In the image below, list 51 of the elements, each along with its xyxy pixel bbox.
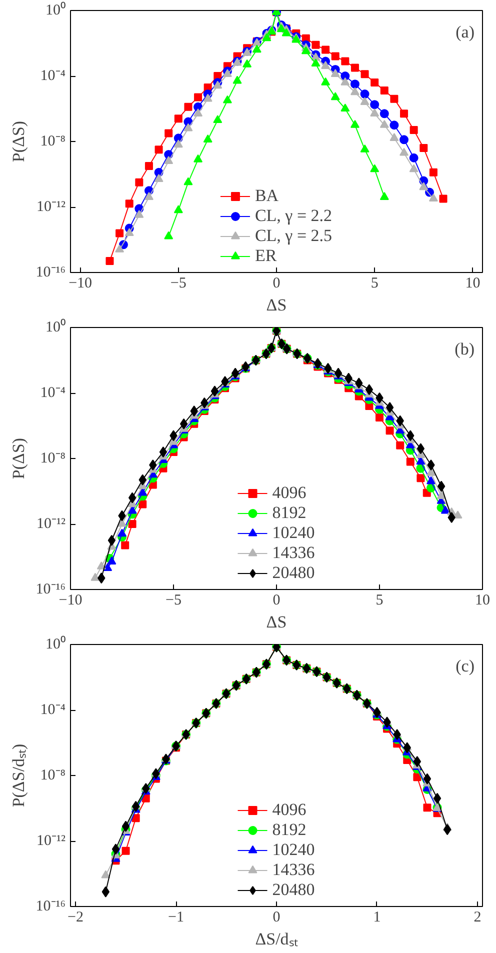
x-tick-label: 5: [376, 592, 384, 608]
legend-label: 10240: [272, 840, 315, 860]
y-tick-label: 10⁻⁴: [40, 385, 66, 401]
y-tick-label: 10⁻¹⁶: [36, 898, 66, 914]
legend-label: CL, γ = 2.5: [254, 226, 332, 246]
legend-label: BA: [254, 186, 279, 206]
legend-label: 4096: [272, 800, 306, 820]
legend-label: 14336: [272, 860, 315, 880]
legend-label: 10240: [272, 523, 315, 543]
x-tick-label: −2: [68, 910, 84, 926]
y-tick-label: 10⁰: [46, 2, 66, 18]
y-axis-title: P(ΔS): [8, 120, 28, 162]
annotation: (a): [456, 22, 475, 42]
y-axis-title: P(ΔS/dₛₜ): [8, 744, 28, 808]
x-tick-label: 2: [474, 910, 482, 926]
legend-label: 8192: [272, 503, 306, 523]
x-tick-label: −1: [168, 910, 184, 926]
legend-label: 14336: [272, 543, 315, 563]
x-tick-label: −5: [170, 276, 186, 292]
annotation: (c): [456, 656, 475, 676]
y-tick-label: 10⁻⁸: [40, 134, 66, 150]
x-tick-label: −5: [166, 592, 182, 608]
legend-label: 8192: [272, 820, 306, 840]
y-tick-label: 10⁻¹²: [36, 199, 66, 215]
x-tick-label: −10: [68, 276, 92, 292]
x-tick-label: 0: [272, 910, 280, 926]
y-tick-label: 10⁻¹²: [36, 516, 66, 532]
legend-label: CL, γ = 2.2: [254, 206, 332, 226]
legend-label: 20480: [272, 563, 315, 583]
y-tick-label: 10⁻¹⁶: [36, 264, 66, 280]
y-tick-label: 10⁻⁴: [40, 68, 66, 84]
x-tick-label: 1: [373, 910, 381, 926]
y-tick-label: 10⁻⁴: [40, 702, 66, 718]
x-axis-title: ΔS/dₛₜ: [255, 930, 298, 948]
y-tick-label: 10⁻¹²: [36, 833, 66, 849]
legend-label: 20480: [272, 880, 315, 900]
x-tick-label: 10: [475, 592, 490, 608]
x-axis-title: ΔS: [266, 296, 287, 314]
x-tick-label: 5: [370, 276, 378, 292]
y-axis-title: P(ΔS): [8, 438, 28, 480]
annotation: (b): [454, 340, 475, 358]
x-tick-label: 0: [272, 276, 280, 292]
x-tick-label: 0: [272, 592, 280, 608]
y-tick-label: 10⁻⁸: [40, 768, 66, 784]
legend-label: 4096: [272, 483, 306, 503]
x-axis-title: ΔS: [266, 612, 287, 632]
x-tick-label: 10: [465, 276, 480, 292]
y-tick-label: 10⁰: [46, 318, 66, 336]
y-tick-label: 10⁰: [46, 636, 66, 652]
y-tick-label: 10⁻⁸: [40, 450, 66, 466]
legend-label: ER: [254, 246, 277, 266]
